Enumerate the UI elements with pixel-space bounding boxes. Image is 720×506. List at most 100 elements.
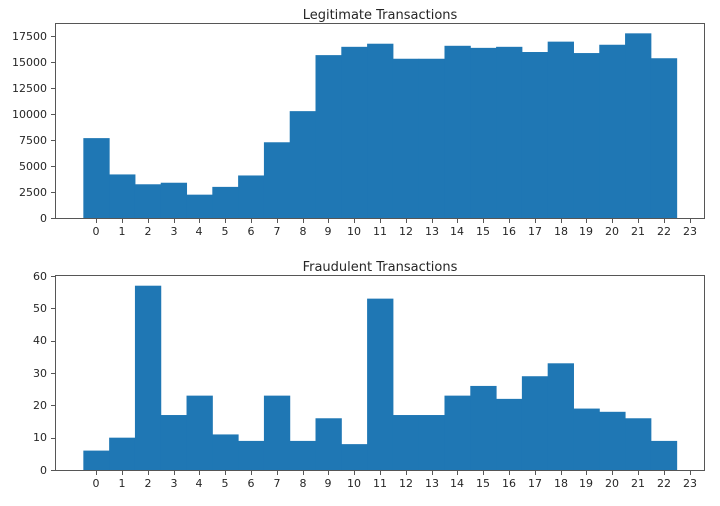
y-tick-label: 60 xyxy=(33,270,47,283)
x-tick-mark xyxy=(277,471,278,475)
histogram-bar-hour-16 xyxy=(496,46,523,218)
x-tick-mark xyxy=(483,219,484,223)
x-tick-mark xyxy=(535,219,536,223)
x-tick-label: 19 xyxy=(579,225,593,238)
x-tick-label: 17 xyxy=(528,225,542,238)
x-tick-label: 20 xyxy=(605,225,619,238)
y-tick-label: 2500 xyxy=(19,186,47,199)
y-tick-mark xyxy=(51,405,55,406)
x-tick-mark xyxy=(406,471,407,475)
x-tick-mark xyxy=(328,471,329,475)
x-tick-label: 23 xyxy=(683,477,697,490)
histogram-bar-hour-14 xyxy=(444,395,471,470)
x-tick-label: 21 xyxy=(631,225,645,238)
x-tick-label: 13 xyxy=(425,225,439,238)
x-tick-mark xyxy=(303,219,304,223)
x-tick-label: 0 xyxy=(92,225,100,238)
histogram-bar-hour-5 xyxy=(212,434,239,470)
y-tick-mark xyxy=(51,341,55,342)
y-tick-mark xyxy=(51,470,55,471)
histogram-bar-hour-1 xyxy=(109,437,136,470)
x-tick-mark xyxy=(380,471,381,475)
histogram-bar-hour-15 xyxy=(470,47,497,218)
legitimate-transactions-plot xyxy=(55,23,705,219)
y-tick-label: 17500 xyxy=(12,30,47,43)
x-tick-label: 8 xyxy=(299,477,307,490)
x-tick-label: 12 xyxy=(399,477,413,490)
histogram-bar-hour-15 xyxy=(470,385,497,470)
x-tick-label: 22 xyxy=(657,477,671,490)
y-tick-mark xyxy=(51,62,55,63)
x-tick-label: 1 xyxy=(118,225,126,238)
histogram-bar-hour-21 xyxy=(625,33,652,218)
histogram-bar-hour-17 xyxy=(521,52,549,218)
x-tick-mark xyxy=(406,219,407,223)
histogram-bar-hour-8 xyxy=(289,440,317,470)
y-tick-label: 7500 xyxy=(19,134,47,147)
x-tick-mark xyxy=(199,219,200,223)
x-tick-label: 8 xyxy=(299,225,307,238)
histogram-bar-hour-22 xyxy=(650,58,678,218)
y-tick-mark xyxy=(51,88,55,89)
x-tick-mark xyxy=(612,219,613,223)
histogram-bar-hour-4 xyxy=(186,194,213,218)
x-tick-label: 20 xyxy=(605,477,619,490)
x-tick-mark xyxy=(354,471,355,475)
x-tick-mark xyxy=(303,471,304,475)
x-tick-label: 10 xyxy=(347,225,361,238)
legitimate-transactions-histogram xyxy=(83,33,678,218)
x-tick-label: 11 xyxy=(373,225,387,238)
y-tick-mark xyxy=(51,373,55,374)
histogram-bar-hour-16 xyxy=(496,398,523,470)
x-tick-label: 18 xyxy=(554,477,568,490)
x-tick-label: 19 xyxy=(579,477,593,490)
x-tick-label: 2 xyxy=(144,477,152,490)
histogram-bar-hour-13 xyxy=(418,58,445,218)
x-tick-mark xyxy=(586,471,587,475)
histogram-bar-hour-6 xyxy=(238,440,265,470)
histogram-bar-hour-3 xyxy=(160,182,188,218)
x-tick-label: 18 xyxy=(554,225,568,238)
x-tick-label: 16 xyxy=(502,225,516,238)
histogram-bar-hour-0 xyxy=(83,450,110,470)
histogram-bar-hour-6 xyxy=(238,175,265,218)
histogram-bar-hour-13 xyxy=(418,415,445,470)
histogram-bar-hour-12 xyxy=(392,58,420,218)
histogram-bar-hour-3 xyxy=(160,415,188,470)
x-tick-mark xyxy=(96,471,97,475)
x-tick-mark xyxy=(664,471,665,475)
histogram-bar-hour-10 xyxy=(341,46,368,218)
y-tick-mark xyxy=(51,166,55,167)
x-tick-mark xyxy=(457,471,458,475)
histogram-bar-hour-17 xyxy=(521,376,549,470)
x-tick-label: 4 xyxy=(195,477,203,490)
y-tick-mark xyxy=(51,276,55,277)
x-tick-label: 21 xyxy=(631,477,645,490)
y-tick-label: 30 xyxy=(33,367,47,380)
y-tick-label: 0 xyxy=(40,464,47,477)
x-tick-mark xyxy=(612,471,613,475)
x-tick-label: 7 xyxy=(273,225,281,238)
x-tick-mark xyxy=(690,471,691,475)
histogram-bar-hour-18 xyxy=(547,363,574,470)
x-tick-mark xyxy=(96,219,97,223)
x-tick-mark xyxy=(199,471,200,475)
x-tick-mark xyxy=(148,471,149,475)
y-tick-mark xyxy=(51,438,55,439)
histogram-bar-hour-8 xyxy=(289,111,317,218)
x-tick-label: 16 xyxy=(502,477,516,490)
fraudulent-transactions-histogram xyxy=(83,285,678,470)
histogram-bar-hour-18 xyxy=(547,41,574,218)
y-tick-label: 40 xyxy=(33,334,47,347)
histogram-bar-hour-7 xyxy=(263,395,291,470)
x-tick-mark xyxy=(509,471,510,475)
x-tick-label: 22 xyxy=(657,225,671,238)
histogram-bar-hour-2 xyxy=(134,184,162,218)
histogram-bar-hour-14 xyxy=(444,45,471,218)
y-tick-label: 5000 xyxy=(19,160,47,173)
y-tick-mark xyxy=(51,192,55,193)
histogram-bar-hour-20 xyxy=(599,44,626,218)
histogram-bar-hour-5 xyxy=(212,186,239,218)
x-tick-label: 17 xyxy=(528,477,542,490)
x-tick-label: 7 xyxy=(273,477,281,490)
